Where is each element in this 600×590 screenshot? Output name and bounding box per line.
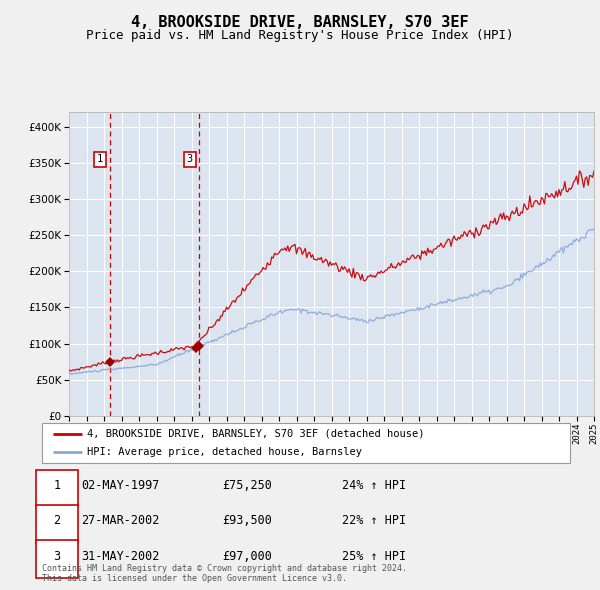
Text: 25% ↑ HPI: 25% ↑ HPI	[342, 549, 406, 563]
Text: Price paid vs. HM Land Registry's House Price Index (HPI): Price paid vs. HM Land Registry's House …	[86, 29, 514, 42]
Text: 3: 3	[187, 154, 193, 164]
Text: HPI: Average price, detached house, Barnsley: HPI: Average price, detached house, Barn…	[87, 447, 362, 457]
Text: 4, BROOKSIDE DRIVE, BARNSLEY, S70 3EF: 4, BROOKSIDE DRIVE, BARNSLEY, S70 3EF	[131, 15, 469, 30]
Text: £75,250: £75,250	[222, 478, 272, 492]
Text: 1: 1	[53, 478, 61, 492]
Text: 31-MAY-2002: 31-MAY-2002	[81, 549, 160, 563]
Text: 3: 3	[53, 549, 61, 563]
Text: 27-MAR-2002: 27-MAR-2002	[81, 514, 160, 527]
Text: 22% ↑ HPI: 22% ↑ HPI	[342, 514, 406, 527]
Text: Contains HM Land Registry data © Crown copyright and database right 2024.
This d: Contains HM Land Registry data © Crown c…	[42, 563, 407, 583]
Text: 02-MAY-1997: 02-MAY-1997	[81, 478, 160, 492]
Text: 4, BROOKSIDE DRIVE, BARNSLEY, S70 3EF (detached house): 4, BROOKSIDE DRIVE, BARNSLEY, S70 3EF (d…	[87, 429, 424, 439]
Text: £93,500: £93,500	[222, 514, 272, 527]
Text: 2: 2	[53, 514, 61, 527]
Text: 24% ↑ HPI: 24% ↑ HPI	[342, 478, 406, 492]
Text: 1: 1	[97, 154, 103, 164]
FancyBboxPatch shape	[42, 423, 570, 463]
Text: £97,000: £97,000	[222, 549, 272, 563]
